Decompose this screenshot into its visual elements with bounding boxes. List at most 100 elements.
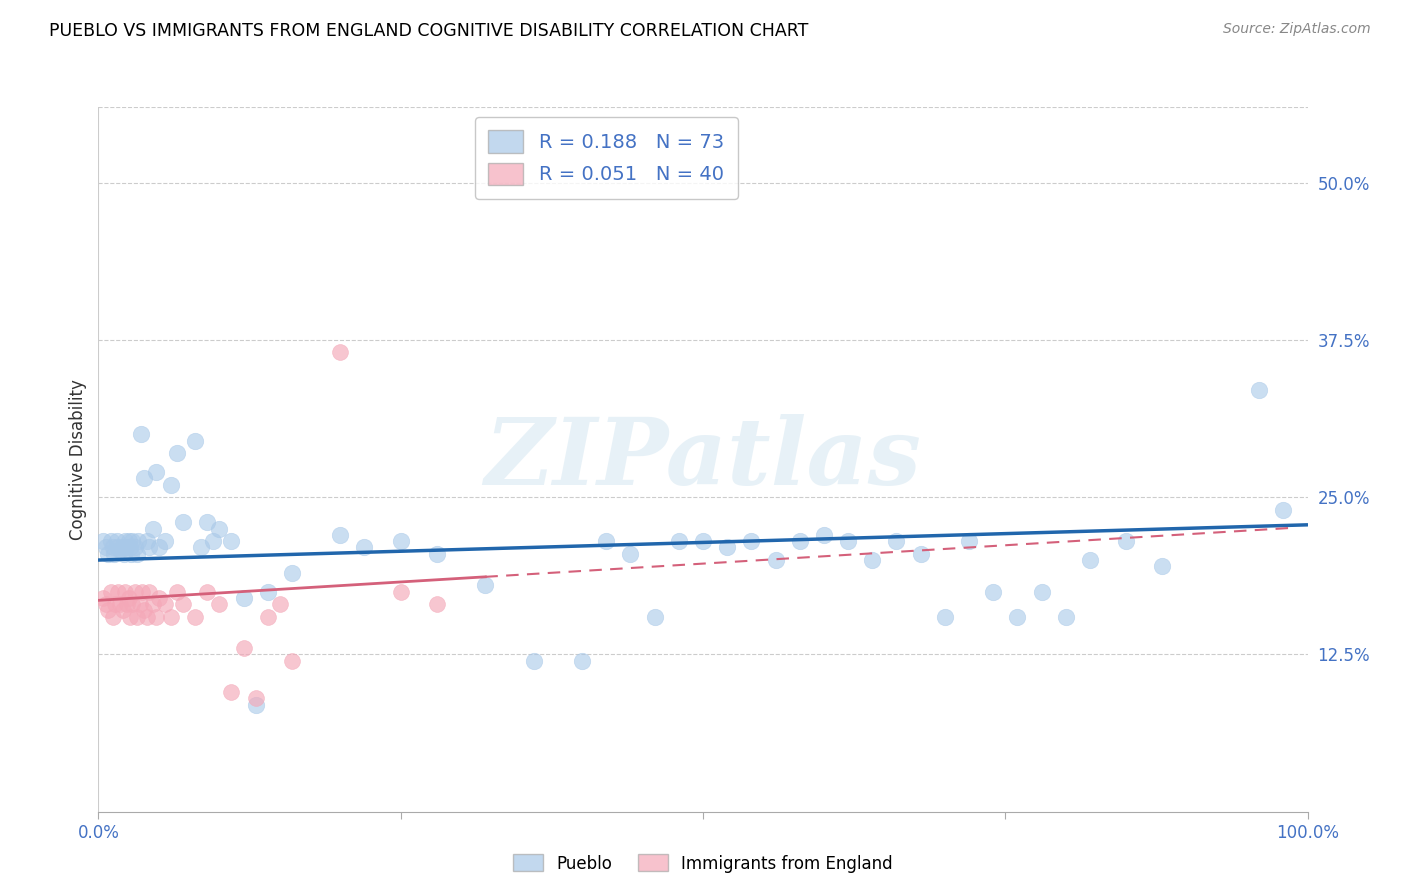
Point	[789, 534, 811, 549]
Point	[121, 534, 143, 549]
Point	[94, 597, 117, 611]
Point	[202, 534, 225, 549]
Point	[148, 591, 170, 605]
Point	[934, 609, 956, 624]
Point	[103, 547, 125, 561]
Point	[101, 609, 124, 624]
Point	[571, 654, 593, 668]
Point	[190, 541, 212, 555]
Point	[145, 465, 167, 479]
Point	[118, 609, 141, 624]
Legend: Pueblo, Immigrants from England: Pueblo, Immigrants from England	[506, 847, 900, 880]
Point	[91, 534, 114, 549]
Point	[121, 597, 143, 611]
Point	[117, 597, 139, 611]
Point	[118, 591, 141, 605]
Point	[426, 597, 449, 611]
Point	[740, 534, 762, 549]
Point	[100, 534, 122, 549]
Point	[142, 522, 165, 536]
Point	[692, 534, 714, 549]
Point	[101, 541, 124, 555]
Point	[118, 541, 141, 555]
Point	[100, 584, 122, 599]
Point	[232, 641, 254, 656]
Point	[837, 534, 859, 549]
Point	[128, 597, 150, 611]
Point	[208, 597, 231, 611]
Point	[910, 547, 932, 561]
Point	[118, 534, 141, 549]
Point	[184, 609, 207, 624]
Point	[523, 654, 546, 668]
Point	[765, 553, 787, 567]
Legend: R = 0.188   N = 73, R = 0.051   N = 40: R = 0.188 N = 73, R = 0.051 N = 40	[475, 117, 738, 199]
Point	[281, 654, 304, 668]
Point	[716, 541, 738, 555]
Point	[114, 584, 136, 599]
Point	[129, 427, 152, 442]
Point	[127, 547, 149, 561]
Point	[166, 446, 188, 460]
Point	[134, 471, 156, 485]
Point	[172, 597, 194, 611]
Point	[389, 534, 412, 549]
Text: ZIPatlas: ZIPatlas	[485, 415, 921, 504]
Point	[195, 516, 218, 530]
Point	[208, 522, 231, 536]
Point	[329, 345, 352, 359]
Point	[245, 698, 267, 712]
Point	[111, 541, 134, 555]
Point	[957, 534, 980, 549]
Point	[474, 578, 496, 592]
Point	[135, 609, 157, 624]
Point	[981, 584, 1004, 599]
Text: PUEBLO VS IMMIGRANTS FROM ENGLAND COGNITIVE DISABILITY CORRELATION CHART: PUEBLO VS IMMIGRANTS FROM ENGLAND COGNIT…	[49, 22, 808, 40]
Point	[644, 609, 666, 624]
Point	[245, 691, 267, 706]
Point	[138, 584, 160, 599]
Point	[1054, 609, 1077, 624]
Point	[94, 541, 117, 555]
Point	[114, 534, 136, 549]
Point	[1078, 553, 1101, 567]
Point	[1249, 383, 1271, 397]
Point	[120, 547, 142, 561]
Point	[256, 609, 278, 624]
Point	[886, 534, 908, 549]
Text: Source: ZipAtlas.com: Source: ZipAtlas.com	[1223, 22, 1371, 37]
Point	[107, 541, 129, 555]
Point	[281, 566, 304, 580]
Point	[107, 584, 129, 599]
Point	[115, 541, 138, 555]
Point	[160, 609, 183, 624]
Point	[184, 434, 207, 448]
Point	[142, 597, 165, 611]
Point	[1272, 502, 1295, 516]
Point	[668, 534, 690, 549]
Point	[221, 534, 243, 549]
Point	[1007, 609, 1029, 624]
Point	[1152, 559, 1174, 574]
Point	[104, 597, 127, 611]
Point	[105, 534, 128, 549]
Point	[860, 553, 883, 567]
Point	[426, 547, 449, 561]
Point	[112, 547, 135, 561]
Point	[124, 541, 146, 555]
Point	[1115, 534, 1137, 549]
Point	[269, 597, 291, 611]
Point	[97, 603, 120, 617]
Point	[813, 528, 835, 542]
Point	[153, 597, 176, 611]
Point	[1031, 584, 1053, 599]
Point	[232, 591, 254, 605]
Point	[111, 603, 134, 617]
Point	[195, 584, 218, 599]
Point	[108, 543, 131, 558]
Point	[329, 528, 352, 542]
Point	[91, 591, 114, 605]
Point	[160, 477, 183, 491]
Point	[153, 534, 176, 549]
Point	[135, 534, 157, 549]
